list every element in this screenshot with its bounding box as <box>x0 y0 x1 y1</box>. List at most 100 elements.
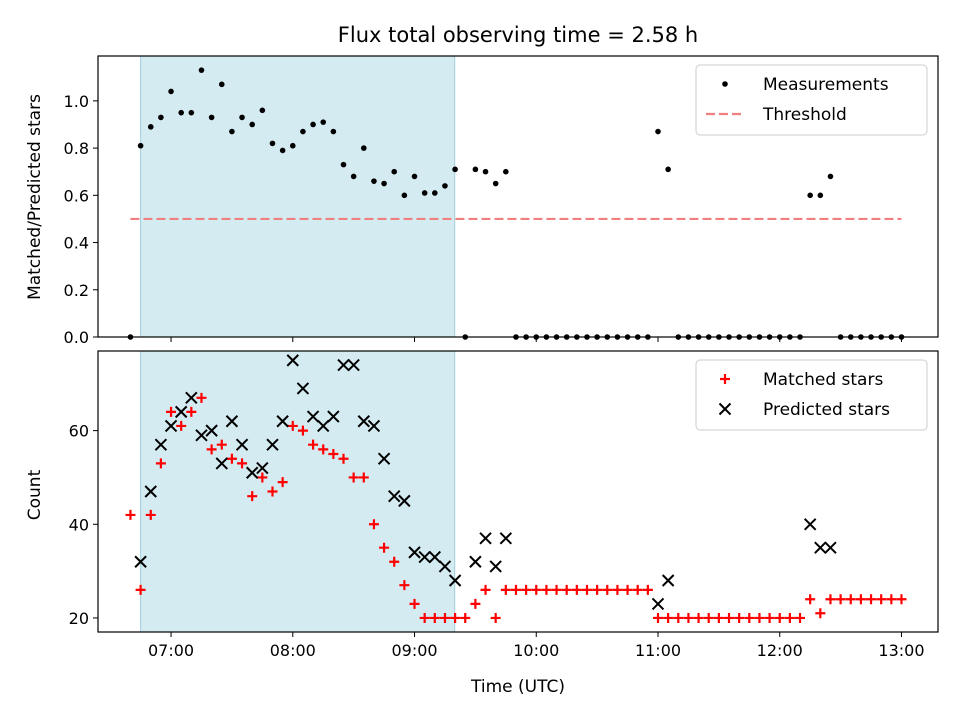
matched-star-point <box>155 458 166 469</box>
matched-star-point <box>267 486 278 497</box>
predicted-star-point <box>428 550 442 564</box>
measurement-point <box>401 192 408 199</box>
measurement-point <box>137 142 144 149</box>
predicted-star-point <box>448 574 462 587</box>
predicted-star-point <box>418 550 431 564</box>
predicted-star-point <box>651 597 665 611</box>
matched-star-point <box>602 584 613 595</box>
predicted-star-point <box>438 560 452 573</box>
matched-star-point <box>409 598 420 609</box>
predicted-star-point <box>164 419 178 433</box>
measurement-point <box>158 114 164 121</box>
legend-box <box>695 64 928 136</box>
matched-star-point <box>348 472 359 483</box>
matched-star-point <box>257 472 268 483</box>
y-tick-label: 0.2 <box>64 281 89 300</box>
predicted-star-point <box>469 555 482 568</box>
matched-star-point <box>724 612 735 623</box>
matched-star-point <box>450 612 461 623</box>
measurement-point <box>381 180 387 187</box>
measurement-point <box>218 81 225 88</box>
matched-star-point <box>470 598 481 609</box>
measurement-point <box>147 124 154 130</box>
measurement-point <box>472 166 479 173</box>
matched-star-point <box>622 584 633 595</box>
matched-star-point <box>358 472 369 483</box>
predicted-star-point <box>195 429 208 442</box>
observing-window-span <box>140 55 456 338</box>
matched-star-point <box>673 612 684 623</box>
matched-star-point <box>176 420 187 431</box>
matched-star-point <box>500 584 511 595</box>
matched-star-point <box>815 608 826 619</box>
predicted-star-point <box>317 419 330 433</box>
legend-marker <box>720 374 730 384</box>
measurement-point <box>421 190 428 196</box>
predicted-star-point <box>174 405 188 419</box>
chart-title: Flux total observing time = 2.58 h <box>338 23 698 47</box>
predicted-star-point <box>266 438 279 451</box>
matched-star-point <box>866 594 877 605</box>
predicted-star-point <box>388 489 401 503</box>
predicted-star-point <box>327 410 340 423</box>
predicted-star-point <box>661 574 675 587</box>
predicted-star-point <box>347 358 360 372</box>
y-tick-label: 1.0 <box>64 92 89 111</box>
measurement-point <box>168 88 174 95</box>
measurement-point <box>482 168 489 175</box>
predicted-star-point <box>479 532 492 545</box>
plot-frame <box>97 350 939 633</box>
matched-star-point <box>206 444 217 455</box>
matched-star-point <box>490 612 501 623</box>
x-tick-label: 09:00 <box>391 641 437 660</box>
bottom-panel: 07:00 08:00 09:00 10:00 11:00 12:00 13:00 20 40 6… <box>69 350 939 660</box>
matched-star-point <box>825 594 836 605</box>
matched-star-point <box>389 556 400 567</box>
predicted-star-point <box>286 354 299 367</box>
matched-star-point <box>835 594 846 605</box>
legend: Matched stars Predicted stars <box>695 359 928 431</box>
measurement-point <box>807 192 813 199</box>
predicted-star-point <box>814 541 827 554</box>
predicted-star-point <box>824 541 837 554</box>
matched-star-point <box>795 612 806 623</box>
measurement-point <box>269 140 276 147</box>
matched-star-point <box>541 584 552 595</box>
measurement-point <box>350 173 357 180</box>
predicted-star-point <box>144 485 157 498</box>
y-tick-label: 0.4 <box>64 234 89 253</box>
measurement-point <box>492 180 499 187</box>
measurement-point <box>249 121 256 128</box>
legend: Measurements Threshold <box>695 64 928 136</box>
measurement-point <box>310 121 316 128</box>
predicted-star-point <box>337 358 350 372</box>
x-tick-label: 10:00 <box>513 641 559 660</box>
measurement-point <box>665 166 671 173</box>
matched-star-point <box>744 612 755 623</box>
measurement-point <box>360 145 367 151</box>
matched-star-point <box>653 612 663 623</box>
measurement-point <box>320 119 327 125</box>
matched-star-point <box>642 584 653 595</box>
measurement-point <box>503 168 509 175</box>
legend-box <box>695 359 928 431</box>
top-panel: 0.0 0.2 0.4 0.6 0.8 1.0 Measurements Threshold <box>64 55 939 347</box>
matched-star-point <box>318 444 329 455</box>
predicted-star-point <box>367 419 381 433</box>
matched-star-point <box>510 584 521 595</box>
series-matched-stars <box>125 392 907 623</box>
legend-entry: Measurements <box>763 75 889 95</box>
matched-star-point <box>186 406 197 417</box>
y-tick-label: 20 <box>69 609 89 628</box>
matched-star-point <box>328 449 339 460</box>
measurement-point <box>289 142 296 149</box>
measurement-point <box>259 107 266 114</box>
x-tick-label: 08:00 <box>270 641 316 660</box>
legend-entry: Threshold <box>762 105 847 125</box>
measurement-point <box>817 192 824 199</box>
measurement-point <box>208 114 215 121</box>
measurement-point <box>229 128 235 135</box>
matched-star-point <box>612 584 623 595</box>
predicted-star-point <box>134 555 147 568</box>
predicted-star-point <box>215 457 228 470</box>
